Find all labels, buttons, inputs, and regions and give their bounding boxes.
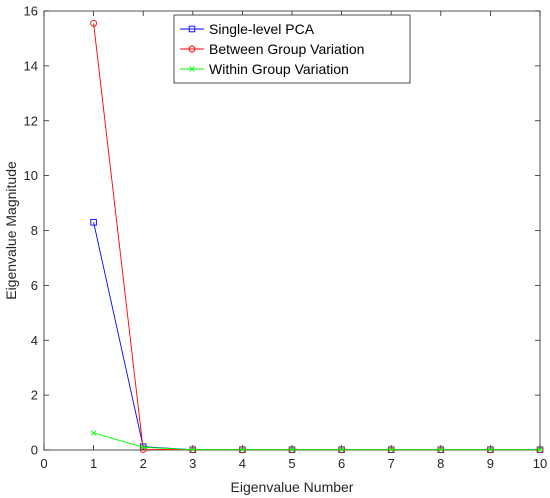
y-tick-label: 12 [24, 113, 38, 128]
y-axis-label: Eigenvalue Magnitude [3, 161, 19, 300]
x-tick-label: 5 [288, 456, 295, 471]
legend-item: Between Group Variation [180, 41, 364, 57]
legend-label: Within Group Variation [209, 61, 349, 77]
x-marker [140, 444, 147, 451]
x-marker [338, 446, 345, 453]
square-marker [90, 219, 97, 226]
x-tick-label: 4 [239, 456, 246, 471]
x-tick-label: 1 [90, 456, 97, 471]
y-tick-label: 0 [31, 443, 38, 458]
legend-item: Single-level PCA [180, 21, 315, 37]
legend: Single-level PCA Between Group Variation W… [173, 14, 411, 84]
y-tick-label: 10 [24, 168, 38, 183]
x-tick-label: 6 [338, 456, 345, 471]
x-marker [487, 446, 494, 453]
x-tick-label: 0 [40, 456, 47, 471]
y-tick-label: 14 [24, 58, 38, 73]
y-tick-label: 16 [24, 4, 38, 19]
x-marker [90, 430, 97, 436]
series-2 [90, 430, 543, 453]
y-tick-label: 4 [31, 333, 38, 348]
x-tick-label: 2 [140, 456, 147, 471]
x-tick-label: 3 [189, 456, 196, 471]
legend-label: Between Group Variation [209, 41, 364, 57]
y-tick-label: 2 [31, 388, 38, 403]
circle-marker [90, 19, 98, 27]
x-marker [437, 446, 444, 453]
legend-label: Single-level PCA [209, 21, 315, 37]
x-marker [388, 446, 395, 453]
x-tick-label: 9 [487, 456, 494, 471]
x-tick-label: 8 [437, 456, 444, 471]
x-marker [239, 446, 246, 453]
x-marker [189, 66, 195, 72]
series-line [93, 432, 540, 451]
axes-box [43, 10, 541, 451]
legend-box [173, 14, 411, 84]
x-marker [189, 446, 196, 453]
x-marker [537, 446, 543, 453]
y-tick-label: 6 [31, 278, 38, 293]
x-tick-label: 10 [533, 456, 547, 471]
y-tick-label: 8 [31, 223, 38, 238]
x-axis-label: Eigenvalue Number [231, 479, 354, 495]
x-tick-label: 7 [388, 456, 395, 471]
legend-item: Within Group Variation [180, 61, 349, 77]
circle-marker [139, 446, 147, 453]
circle-marker [188, 45, 196, 53]
square-marker [188, 25, 196, 33]
x-marker [289, 446, 295, 453]
